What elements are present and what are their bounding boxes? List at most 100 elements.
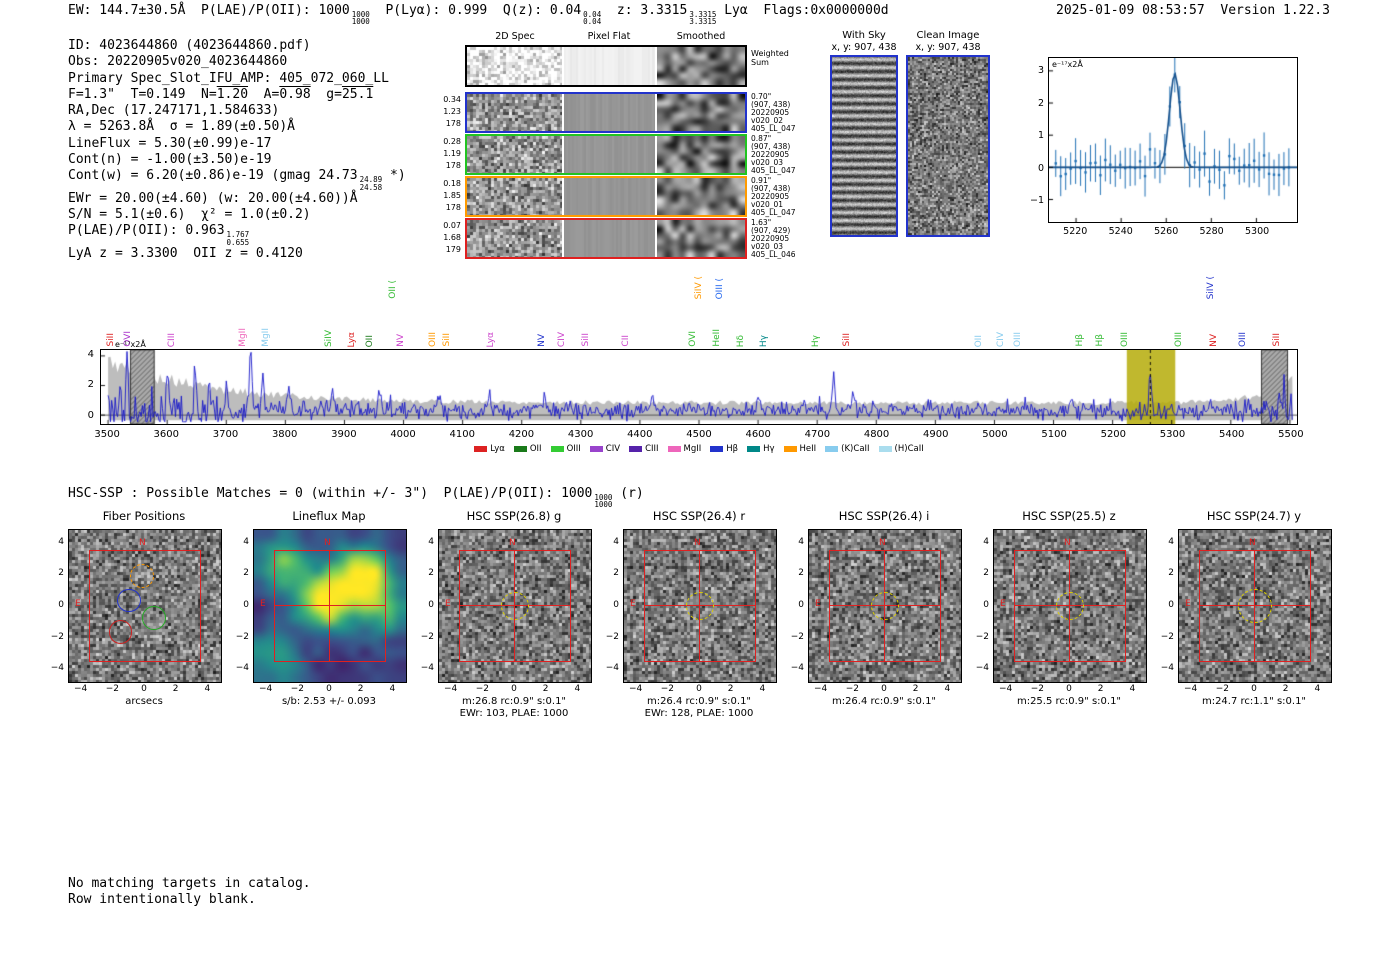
- cutout-x-tick-label: 2: [1282, 684, 1289, 694]
- fraction-top: 0.04: [583, 10, 602, 19]
- row-annotation-line: 0.91": [751, 176, 772, 185]
- compass-east: E: [445, 599, 451, 609]
- zoom-y-tick-label: 1: [1037, 130, 1044, 142]
- main-x-tick-label: 3600: [153, 429, 179, 440]
- row-annotation-line: 405_LL_047: [751, 166, 796, 176]
- row-left-value: 1.85: [443, 191, 461, 200]
- cutout-y-tick-label: −4: [235, 663, 249, 674]
- legend-swatch: [667, 446, 681, 452]
- cutout-x-tick-label: 4: [759, 684, 766, 694]
- clean-image-frame: [906, 55, 990, 237]
- info-line: LyA z = 3.3300 OII z = 0.4120: [68, 246, 406, 262]
- compass-north: N: [139, 538, 146, 548]
- row-annotations: 1.63" (907, 429) 20220905 v020_03 405_LL_046: [751, 218, 796, 259]
- report-version: Version 1.22.3: [1220, 3, 1330, 18]
- cutout-y-tick-label: −4: [50, 663, 64, 674]
- legend-label: CIV: [605, 444, 621, 454]
- zoom-spectrum-canvas: [1049, 58, 1297, 222]
- legend-label: Hγ: [763, 444, 775, 454]
- row-left-value: 178: [445, 161, 461, 170]
- smoothed-image: [657, 136, 745, 173]
- emission-line-label: OII: [974, 334, 985, 347]
- cutout-y-tick-label: −2: [235, 631, 249, 642]
- legend-item: OII: [513, 444, 542, 454]
- spec2d-image: [467, 178, 562, 215]
- emission-line-label: SiIV: [323, 329, 334, 347]
- row-annotation-line: 405_LL_047: [751, 124, 796, 134]
- row-annotation-line: 0.70": [751, 92, 772, 101]
- legend-item: OIII: [550, 444, 581, 454]
- emission-line-label: OII: [365, 334, 376, 347]
- weighted-sum-label-line: Sum: [751, 58, 769, 67]
- row-annotation-line: (907, 438): [751, 142, 791, 152]
- text-run: HSC-SSP : Possible Matches = 0 (within +…: [68, 486, 593, 501]
- cutout-x-tick-label: 0: [881, 684, 887, 694]
- cutout-caption: m:25.5 rc:0.9" s:0.1": [1016, 696, 1122, 707]
- row-annotations: 0.87" (907, 438) 20220905 v020_03 405_LL_047: [751, 134, 796, 176]
- text-run: 25.1: [341, 86, 374, 102]
- cutout-x-tick-label: 2: [727, 684, 734, 694]
- withsky-coords: x, y: 907, 438: [831, 42, 897, 53]
- cutout-y-tick-label: 4: [613, 536, 619, 547]
- cutout-x-tick-label: −2: [845, 684, 859, 694]
- cutout-x-tick-label: −4: [74, 684, 88, 694]
- smoothed-image: [657, 220, 745, 257]
- clean-title: Clean Image: [916, 30, 980, 41]
- info-line: ID: 4023644860 (4023644860.pdf): [68, 38, 406, 54]
- emission-line-label: NV: [536, 334, 547, 347]
- stacked-fraction: 1.767 0.655: [227, 231, 250, 246]
- clean-image: [908, 57, 988, 235]
- legend-swatch: [513, 446, 527, 452]
- emission-line-label: OVI: [688, 331, 699, 347]
- fiber-circle: [108, 620, 133, 644]
- row-annotation-line: 405_LL_047: [751, 208, 796, 218]
- cutout-y-tick-label: −4: [1160, 663, 1174, 674]
- compass-east: E: [1185, 599, 1191, 609]
- compass-north: N: [324, 538, 331, 548]
- zoom-y-tick-label: 0: [1037, 162, 1044, 174]
- emission-line-label: Lyα: [347, 331, 358, 347]
- row-annotation-line: v020_02: [751, 116, 784, 126]
- legend-label: OIII: [566, 444, 581, 454]
- row-annotations: 0.91" (907, 438) 20220905 v020_01 405_LL_047: [751, 176, 796, 218]
- text-run: z: 3.3315: [601, 3, 688, 18]
- fraction-bottom: 3.3315: [689, 17, 717, 27]
- cutout-y-tick-label: 4: [58, 536, 64, 547]
- cutout-x-tick-label: −2: [1215, 684, 1229, 694]
- cutout-y-tick-label: 4: [983, 536, 989, 547]
- cutout-caption: m:26.8 rc:0.9" s:0.1": [461, 696, 567, 707]
- emission-line-label: OIII: [1173, 331, 1184, 347]
- legend-item: Hβ: [710, 444, 738, 454]
- emission-line-label: Hγ: [759, 334, 770, 347]
- cutout-y-tick-label: 4: [1168, 536, 1174, 547]
- fiber-2d-row: [465, 218, 747, 259]
- emission-line-label: OIII: [1120, 331, 1131, 347]
- cutout-x-tick-label: 2: [357, 684, 364, 694]
- weighted-sum-label-line: Weighted: [751, 49, 789, 58]
- main-x-tick-label: 4200: [508, 429, 535, 440]
- info-line: P(LAE)/P(OII): 0.963 1.767 0.655: [68, 223, 406, 246]
- main-ylabel: e⁻¹⁷x2Å: [115, 340, 146, 349]
- cutout-y-tick-label: −4: [790, 663, 804, 674]
- main-y-tick-label: 0: [87, 409, 94, 421]
- row-annotation-line: 0.87": [751, 134, 772, 143]
- legend-swatch: [474, 446, 488, 452]
- cutout-x-tick-label: 0: [1066, 684, 1072, 694]
- main-x-tick-label: 5100: [1041, 429, 1067, 440]
- fiber-2d-row: [465, 134, 747, 175]
- compass-east: E: [815, 599, 821, 609]
- zoom-x-tick-label: 5300: [1244, 226, 1270, 237]
- emission-line-label: MgII: [260, 328, 271, 347]
- withsky-title: With Sky: [842, 30, 886, 41]
- main-x-tick-label: 4900: [923, 429, 949, 440]
- row-left-value: 1.19: [443, 149, 461, 158]
- text-run: ID: 4023644860 (4023644860.pdf): [68, 38, 311, 53]
- text-run: P(Lyα): 0.999 Q(z): 0.04: [369, 3, 582, 18]
- zoom-y-tick-label: −1: [1029, 195, 1044, 207]
- fiber-2d-row: [465, 176, 747, 217]
- row-left-value: 1.68: [443, 233, 461, 242]
